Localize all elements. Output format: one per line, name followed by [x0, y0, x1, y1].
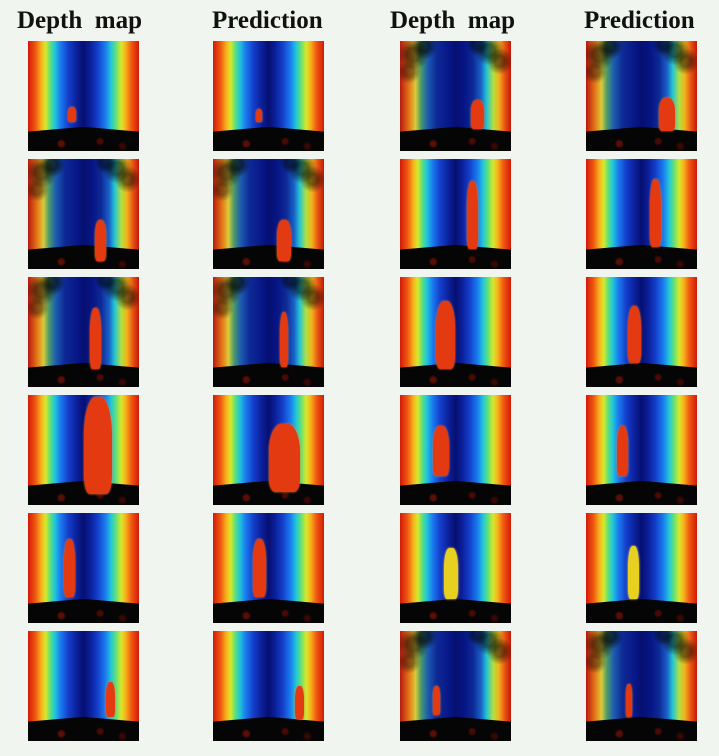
grid-image-r3-c4 [586, 277, 697, 387]
grid-image-r4-c2 [213, 395, 324, 505]
person-silhouette [268, 423, 300, 492]
header-depth-map-left: Depth map [17, 7, 143, 34]
grid-image-r2-c1 [28, 159, 139, 269]
person-silhouette [277, 219, 291, 262]
person-silhouette [256, 109, 262, 123]
floor-region [213, 716, 324, 741]
noise-overlay [213, 159, 324, 228]
person-silhouette [94, 219, 106, 262]
person-silhouette [628, 546, 640, 599]
floor-region [586, 598, 697, 623]
person-silhouette [105, 681, 115, 717]
noise-overlay [28, 277, 139, 346]
person-silhouette [444, 548, 458, 599]
floor-region [586, 480, 697, 505]
person-silhouette [466, 181, 478, 250]
floor-region [213, 480, 324, 505]
grid-image-r1-c2 [213, 41, 324, 151]
noise-overlay [213, 277, 324, 346]
noise-overlay [28, 159, 139, 228]
person-silhouette [90, 307, 102, 370]
header-depth-map-right: Depth map [390, 7, 516, 34]
grid-image-r1-c3 [400, 41, 511, 151]
person-silhouette [628, 305, 642, 363]
grid-image-r5-c4 [586, 513, 697, 623]
grid-image-r2-c2 [213, 159, 324, 269]
noise-overlay [400, 41, 511, 110]
floor-region [213, 126, 324, 151]
floor-region [400, 598, 511, 623]
grid-image-r2-c4 [586, 159, 697, 269]
header-prediction-left: Prediction [212, 7, 323, 34]
person-silhouette [433, 425, 449, 477]
person-silhouette [625, 683, 632, 717]
grid-image-r6-c2 [213, 631, 324, 741]
person-silhouette [63, 539, 75, 597]
floor-region [28, 480, 139, 505]
grid-image-r4-c3 [400, 395, 511, 505]
person-silhouette [471, 100, 485, 129]
grid-image-r4-c1 [28, 395, 139, 505]
person-silhouette [650, 178, 662, 247]
floor-region [28, 244, 139, 269]
grid-image-r2-c3 [400, 159, 511, 269]
grid-image-r3-c3 [400, 277, 511, 387]
grid-image-r5-c3 [400, 513, 511, 623]
floor-region [213, 362, 324, 387]
floor-region [586, 362, 697, 387]
grid-image-r6-c4 [586, 631, 697, 741]
floor-region [28, 716, 139, 741]
floor-region [28, 598, 139, 623]
floor-region [400, 480, 511, 505]
grid-image-r1-c4 [586, 41, 697, 151]
grid-image-r5-c1 [28, 513, 139, 623]
grid-image-r6-c3 [400, 631, 511, 741]
grid-image-r6-c1 [28, 631, 139, 741]
person-silhouette [435, 301, 456, 370]
noise-overlay [586, 41, 697, 110]
header-prediction-right: Prediction [584, 7, 695, 34]
floor-region [586, 716, 697, 741]
person-silhouette [433, 686, 440, 715]
person-silhouette [617, 425, 629, 477]
grid-image-r4-c4 [586, 395, 697, 505]
noise-overlay [586, 631, 697, 700]
grid-image-r3-c2 [213, 277, 324, 387]
floor-region [28, 126, 139, 151]
floor-region [213, 244, 324, 269]
floor-region [213, 598, 324, 623]
person-silhouette [67, 107, 76, 123]
floor-region [586, 126, 697, 151]
grid-image-r3-c1 [28, 277, 139, 387]
floor-region [400, 362, 511, 387]
person-silhouette [279, 312, 289, 368]
floor-region [400, 126, 511, 151]
person-silhouette [295, 686, 304, 719]
floor-region [586, 244, 697, 269]
floor-region [400, 244, 511, 269]
grid-image-r1-c1 [28, 41, 139, 151]
person-silhouette [252, 539, 267, 597]
noise-overlay [400, 631, 511, 700]
floor-region [28, 362, 139, 387]
grid-image-r5-c2 [213, 513, 324, 623]
person-silhouette [659, 98, 675, 132]
person-silhouette [83, 397, 113, 494]
floor-region [400, 716, 511, 741]
